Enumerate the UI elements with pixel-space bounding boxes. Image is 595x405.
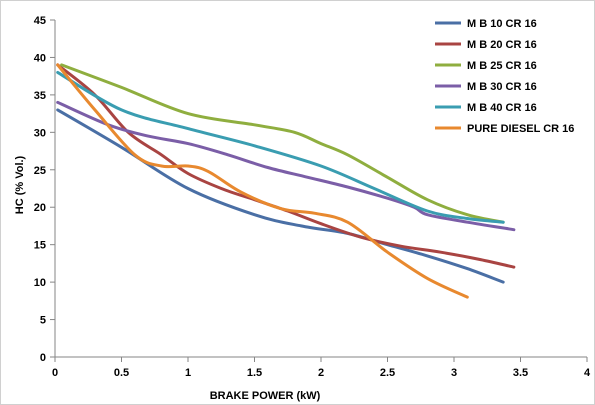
x-tick-label: 0	[52, 367, 58, 379]
x-tick-label: 4	[584, 367, 591, 379]
y-tick-label: 25	[34, 165, 46, 177]
legend-label: M B 30 CR 16	[467, 81, 537, 93]
legend-label: M B 40 CR 16	[467, 102, 537, 114]
legend-label: M B 10 CR 16	[467, 18, 537, 30]
x-tick-label: 3.5	[513, 367, 528, 379]
y-tick-label: 40	[34, 52, 46, 64]
y-tick-label: 15	[34, 240, 46, 252]
series-line-m-b-25-cr-16	[60, 63, 505, 224]
y-tick-label: 10	[34, 277, 46, 289]
y-tick-label: 0	[40, 352, 46, 364]
legend-item: M B 10 CR 16	[435, 18, 537, 30]
series-lines	[56, 63, 516, 299]
y-tick-label: 30	[34, 127, 46, 139]
x-axis-title: BRAKE POWER (kW)	[210, 390, 321, 402]
y-tick-label: 20	[34, 202, 46, 214]
legend-item: PURE DIESEL CR 16	[435, 123, 574, 135]
legend-item: M B 30 CR 16	[435, 81, 537, 93]
series-line-m-b-30-cr-16	[56, 100, 516, 232]
y-tick-label: 45	[34, 15, 46, 27]
legend: M B 10 CR 16 M B 20 CR 16 M B 25 CR 16 M B …	[435, 18, 574, 135]
x-tick-label: 2.5	[380, 367, 395, 379]
legend-item: M B 40 CR 16	[435, 102, 537, 114]
x-tick-label: 1.5	[247, 367, 262, 379]
x-tick-label: 2	[318, 367, 324, 379]
series-line-m-b-40-cr-16	[56, 70, 505, 224]
y-tick-label: 5	[40, 315, 46, 327]
legend-label: M B 25 CR 16	[467, 60, 537, 72]
legend-item: M B 25 CR 16	[435, 60, 537, 72]
x-tick-label: 0.5	[114, 367, 129, 379]
x-tick-label: 1	[185, 367, 191, 379]
legend-label: M B 20 CR 16	[467, 39, 537, 51]
series-line-pure-diesel-cr-16	[56, 63, 469, 299]
x-tick-label: 3	[451, 367, 457, 379]
y-axis-title: HC (% Vol.)	[14, 155, 26, 214]
y-tick-label: 35	[34, 90, 46, 102]
legend-item: M B 20 CR 16	[435, 39, 537, 51]
legend-label: PURE DIESEL CR 16	[467, 123, 574, 135]
